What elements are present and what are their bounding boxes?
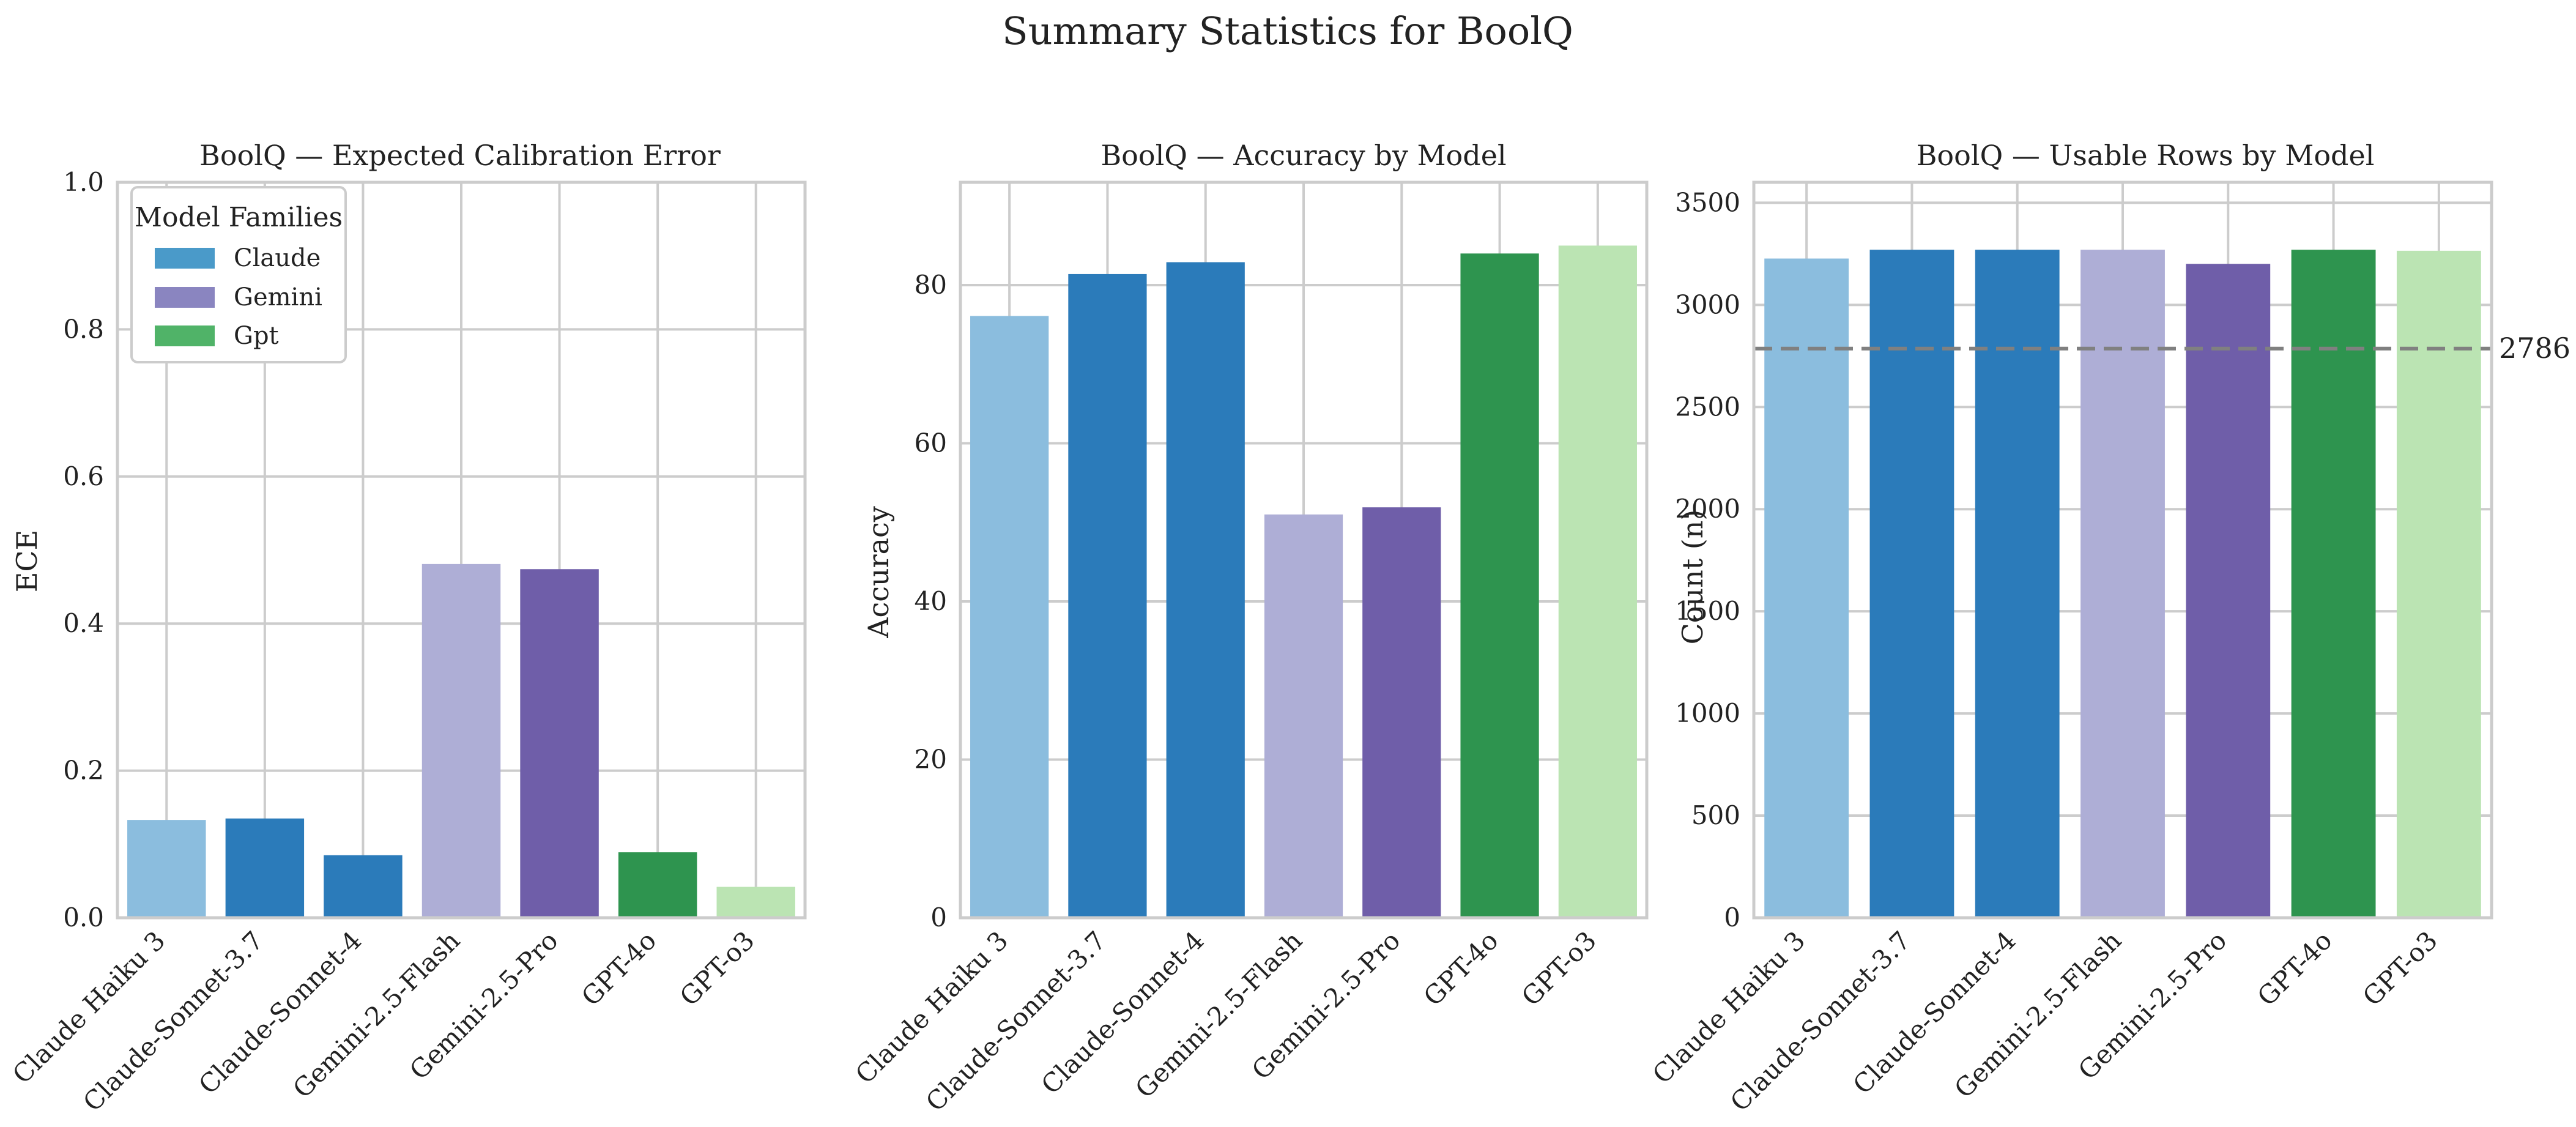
- ece-bar: [225, 818, 305, 918]
- accuracy-y-tick-label: 80: [915, 270, 947, 300]
- legend-swatch-claude: [155, 248, 215, 269]
- usable-rows-bar: [2186, 264, 2271, 918]
- accuracy-bar: [1264, 514, 1343, 918]
- ece-chart: BoolQ — Expected Calibration Error ECE 0…: [7, 139, 807, 1117]
- ece-y-axis-label: ECE: [10, 530, 43, 592]
- legend-box: [130, 186, 347, 363]
- ece-bar: [421, 564, 501, 918]
- usable-rows-bar: [2080, 250, 2165, 918]
- usable-rows-x-tick-label: Claude-Sonnet-3.7: [1724, 925, 1917, 1117]
- ece-bar: [618, 852, 697, 918]
- usable-rows-y-tick-label: 2500: [1675, 392, 1740, 422]
- usable-rows-bar: [1764, 258, 1849, 918]
- ece-bar: [716, 887, 795, 918]
- accuracy-y-tick-label: 20: [915, 745, 947, 775]
- accuracy-bar: [1068, 273, 1147, 918]
- accuracy-x-tick-label: Claude-Sonnet-4: [1036, 925, 1210, 1099]
- usable-rows-bar: [1975, 250, 2060, 918]
- ece-y-tick-label: 0.4: [63, 608, 104, 638]
- usable-rows-y-tick-label: 3500: [1675, 187, 1740, 217]
- ece-y-tick-label: 0.0: [63, 902, 104, 932]
- ece-x-tick-label: GPT-4o: [576, 925, 662, 1011]
- accuracy-bar: [1362, 507, 1441, 918]
- accuracy-y-tick-label: 0: [930, 902, 947, 932]
- accuracy-chart-title: BoolQ — Accuracy by Model: [1101, 139, 1506, 172]
- accuracy-x-tick-label: Gemini-2.5-Flash: [1129, 925, 1308, 1104]
- ece-y-tick-label: 0.2: [63, 756, 104, 786]
- usable-rows-bar: [2396, 250, 2481, 918]
- usable-rows-x-tick-label: GPT-4o: [2251, 925, 2337, 1011]
- usable-rows-y-tick-label: 0: [1724, 902, 1740, 932]
- accuracy-x-tick-label: Claude-Sonnet-3.7: [920, 925, 1112, 1117]
- usable-rows-y-tick-label: 1500: [1675, 596, 1740, 626]
- usable-rows-bar: [1869, 250, 1954, 918]
- ece-x-tick-label: GPT-o3: [674, 925, 760, 1011]
- accuracy-bar: [1460, 253, 1539, 918]
- usable-rows-y-tick-label: 3000: [1675, 289, 1740, 319]
- accuracy-bar: [1558, 245, 1637, 918]
- usable-rows-axes-frame: [1752, 180, 2493, 920]
- ece-x-tick-label: Claude-Sonnet-3.7: [77, 925, 269, 1117]
- usable-rows-y-tick-label: 2000: [1675, 494, 1740, 524]
- accuracy-chart: BoolQ — Accuracy by Model Accuracy 0 20 40…: [850, 139, 1649, 1117]
- legend-label-claude: Claude: [234, 244, 321, 272]
- accuracy-bar: [970, 316, 1049, 918]
- legend-title: Model Families: [135, 202, 343, 233]
- ece-bar: [127, 820, 206, 918]
- ece-x-tick-label: Gemini-2.5-Flash: [287, 925, 466, 1104]
- ece-bar: [324, 855, 403, 918]
- accuracy-y-tick-label: 60: [915, 428, 947, 458]
- accuracy-x-tick-label: GPT-4o: [1417, 925, 1504, 1011]
- ece-y-tick-label: 0.6: [63, 461, 104, 491]
- legend-label-gemini: Gemini: [234, 283, 322, 311]
- ece-x-tick-label: Claude-Sonnet-4: [193, 925, 367, 1099]
- usable-rows-x-tick-label: GPT-o3: [2357, 925, 2443, 1011]
- legend-swatch-gemini: [155, 287, 215, 308]
- accuracy-axes-frame: [959, 180, 1649, 920]
- accuracy-y-tick-label: 40: [915, 586, 947, 616]
- usable-rows-chart-title: BoolQ — Usable Rows by Model: [1917, 139, 2375, 172]
- accuracy-x-tick-label: GPT-o3: [1516, 925, 1602, 1011]
- ece-axes-frame: [116, 180, 807, 920]
- usable-rows-y-axis-label: Count (n): [1676, 510, 1709, 645]
- usable-rows-chart: BoolQ — Usable Rows by Model Count (n) 0…: [1647, 139, 2570, 1117]
- accuracy-y-axis-label: Accuracy: [862, 506, 895, 639]
- usable-rows-y-tick-label: 1000: [1675, 698, 1740, 728]
- usable-rows-reference-label: 2786: [2499, 332, 2570, 365]
- ece-chart-title: BoolQ — Expected Calibration Error: [199, 139, 721, 172]
- usable-rows-y-tick-label: 500: [1691, 800, 1740, 830]
- accuracy-bar: [1166, 262, 1245, 918]
- figure-title: Summary Statistics for BoolQ: [1002, 9, 1573, 53]
- legend: Model Families Claude Gemini Gpt: [130, 186, 347, 363]
- usable-rows-bar: [2291, 250, 2376, 918]
- legend-swatch-gpt: [155, 325, 215, 346]
- legend-label-gpt: Gpt: [234, 322, 279, 350]
- ece-y-tick-label: 1.0: [63, 167, 104, 197]
- ece-y-tick-label: 0.8: [63, 314, 104, 344]
- ece-bar: [520, 569, 599, 918]
